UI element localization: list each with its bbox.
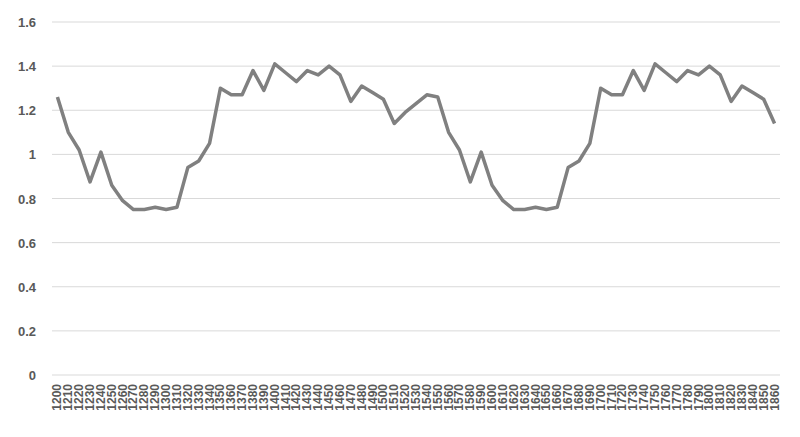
grid-line (52, 375, 780, 376)
grid-line (52, 110, 780, 111)
y-tick-label: 1.4 (18, 59, 37, 74)
x-axis: 1200121012201230124012501260127012801290… (50, 384, 781, 411)
grid-line (52, 66, 780, 67)
y-tick-label: 0.2 (18, 324, 36, 339)
y-tick-label: 1.6 (18, 15, 36, 30)
grid-line (52, 154, 780, 155)
y-axis: 0 0.2 0.4 0.6 0.8 1 1.2 1.4 1.6 (18, 15, 37, 383)
y-tick-label: 0.4 (18, 280, 37, 295)
y-tick-label: 1 (29, 147, 36, 162)
y-tick-label: 0 (29, 368, 36, 383)
grid-line (52, 286, 780, 287)
x-tick-label: 1860 (768, 384, 782, 411)
grid-line (52, 22, 780, 23)
y-tick-label: 0.8 (18, 192, 36, 207)
line (57, 64, 774, 210)
grid-line (52, 198, 780, 199)
y-tick-label: 1.2 (18, 103, 36, 118)
y-tick-label: 0.6 (18, 236, 36, 251)
series (57, 64, 774, 210)
grid-line (52, 242, 780, 243)
chart: 0 0.2 0.4 0.6 0.8 1 1.2 1.4 1.6 12001210122012301… (0, 0, 800, 437)
grid-line (52, 330, 780, 331)
grid (52, 22, 780, 375)
